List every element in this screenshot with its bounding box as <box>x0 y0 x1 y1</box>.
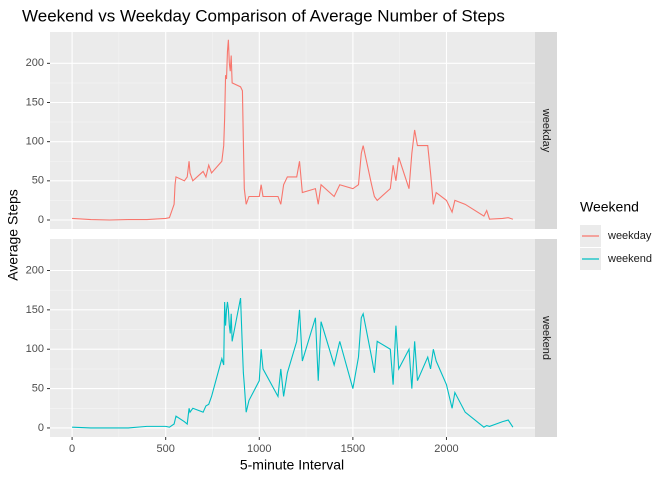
legend-title: Weekend <box>580 199 639 215</box>
panel-background <box>50 32 535 229</box>
x-tick-label: 500 <box>157 443 175 455</box>
x-tick-label: 2000 <box>434 443 458 455</box>
series-line <box>72 297 514 429</box>
y-axis-label: Average Steps <box>5 189 21 281</box>
x-tick-label: 1000 <box>247 443 271 455</box>
y-tick-label: 0 <box>38 214 44 226</box>
y-tick-label: 100 <box>26 136 44 148</box>
facet-strip <box>535 239 557 437</box>
y-tick-label: 200 <box>26 57 44 69</box>
legend-label: weekend <box>607 253 652 265</box>
y-tick-label: 50 <box>32 382 44 394</box>
x-tick-label: 0 <box>69 443 75 455</box>
facet-strip-label: weekend <box>540 315 552 360</box>
y-tick-label: 150 <box>26 304 44 316</box>
facet-strip-label: weekday <box>540 108 552 153</box>
y-tick-label: 50 <box>32 175 44 187</box>
y-tick-label: 150 <box>26 96 44 108</box>
chart-title: Weekend vs Weekday Comparison of Average… <box>22 6 505 25</box>
legend-label: weekday <box>607 230 652 242</box>
y-tick-label: 100 <box>26 343 44 355</box>
x-axis-label: 5-minute Interval <box>240 457 344 473</box>
facet-strip <box>535 32 557 229</box>
y-tick-label: 0 <box>38 422 44 434</box>
x-tick-label: 1500 <box>341 443 365 455</box>
series-line <box>72 39 514 221</box>
panel-background <box>50 239 535 437</box>
y-tick-label: 200 <box>26 264 44 276</box>
